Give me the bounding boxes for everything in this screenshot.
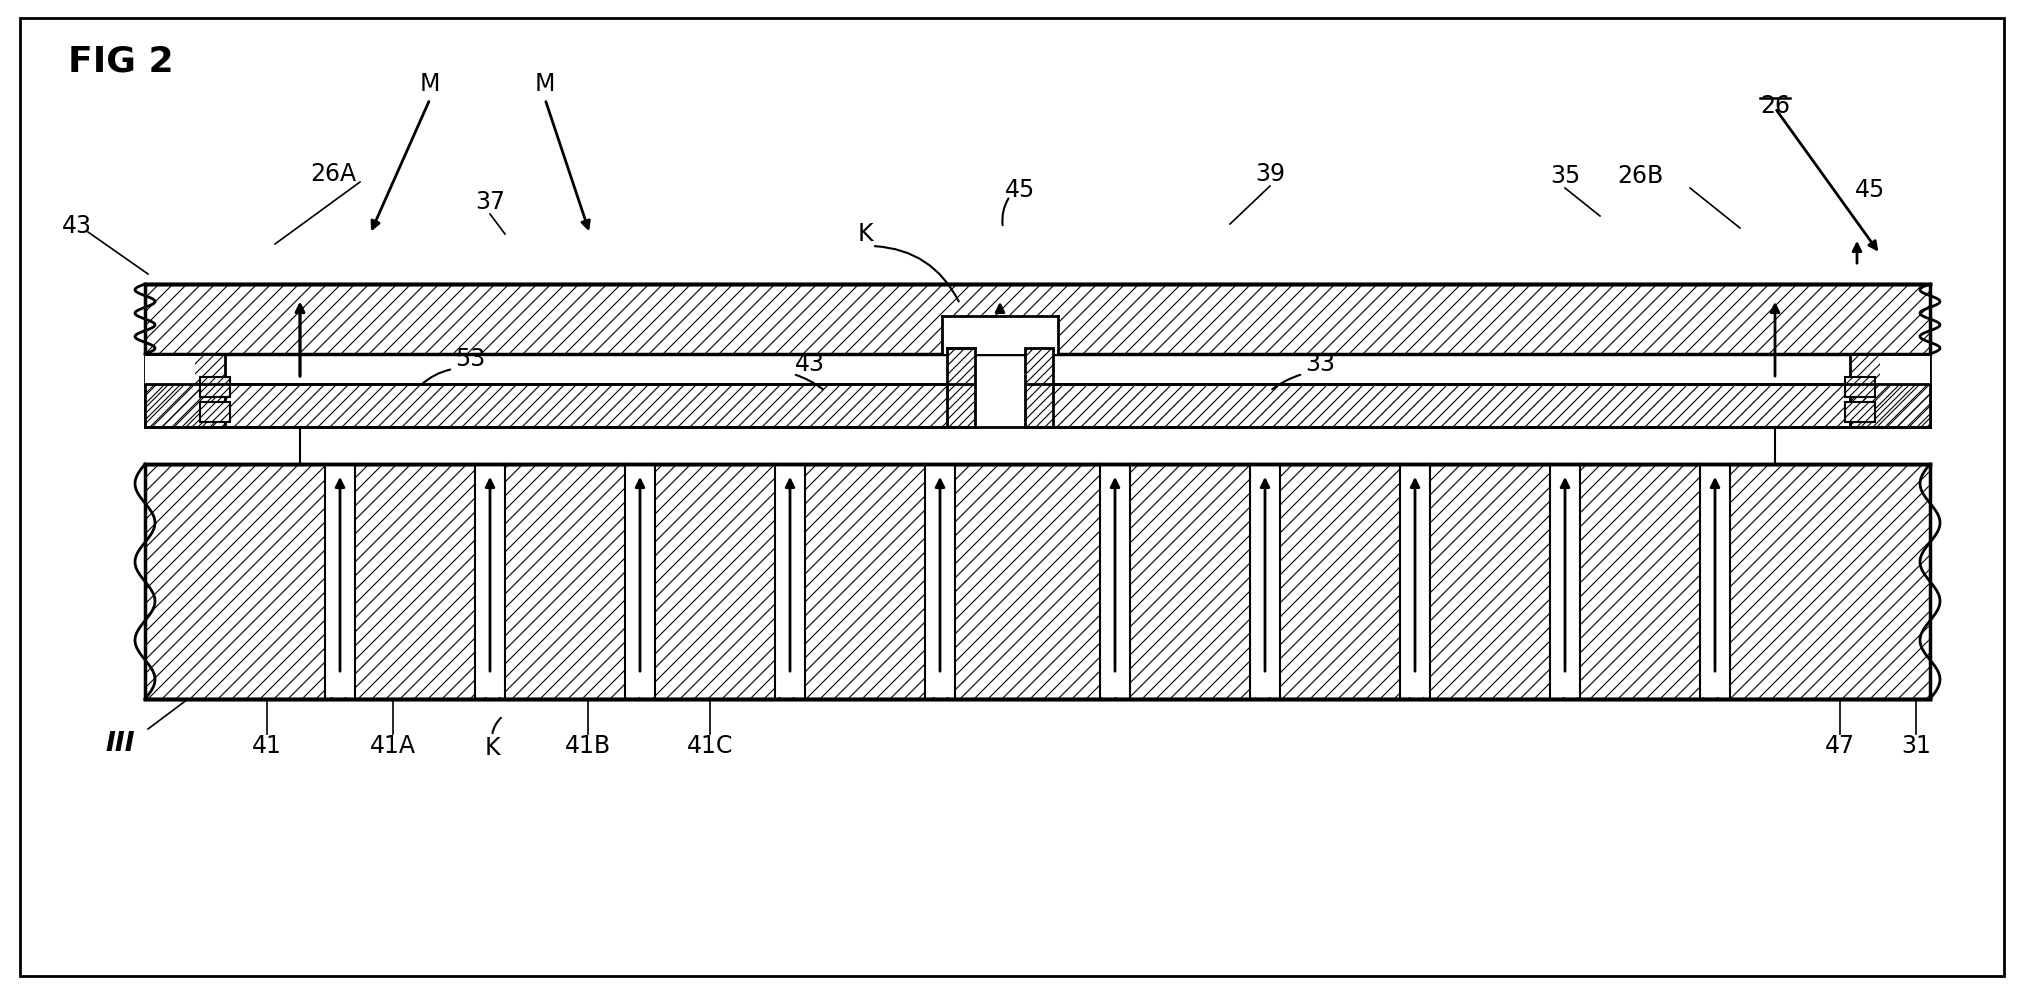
Bar <box>200 377 231 397</box>
FancyArrowPatch shape <box>492 718 502 734</box>
Text: M: M <box>534 72 554 96</box>
Bar <box>1026 348 1054 427</box>
Text: III: III <box>105 731 136 757</box>
Text: 45: 45 <box>1855 178 1885 202</box>
Text: M: M <box>421 72 441 96</box>
Text: 47: 47 <box>1825 734 1855 758</box>
Text: K: K <box>483 736 500 760</box>
FancyArrowPatch shape <box>423 370 451 384</box>
Bar <box>1028 384 1930 427</box>
Bar <box>146 464 1930 699</box>
Text: 43: 43 <box>63 214 91 238</box>
Text: 41C: 41C <box>688 734 732 758</box>
FancyArrowPatch shape <box>795 375 823 390</box>
Bar <box>1845 402 1875 422</box>
Bar <box>971 379 1028 432</box>
Bar <box>925 466 955 697</box>
Text: 45: 45 <box>1005 178 1036 202</box>
Text: 26: 26 <box>1760 94 1790 118</box>
Text: FIG 2: FIG 2 <box>69 44 174 78</box>
Text: 37: 37 <box>475 190 506 214</box>
Text: 39: 39 <box>1254 162 1285 186</box>
Text: 41A: 41A <box>370 734 417 758</box>
FancyArrowPatch shape <box>874 247 959 301</box>
Bar <box>146 384 971 427</box>
FancyArrowPatch shape <box>1272 375 1301 390</box>
FancyArrowPatch shape <box>1001 199 1009 226</box>
Bar <box>947 348 975 427</box>
Bar <box>146 354 225 427</box>
Text: 35: 35 <box>1550 164 1580 188</box>
Bar <box>1400 466 1430 697</box>
Bar <box>775 466 805 697</box>
Bar <box>326 466 354 697</box>
Bar <box>625 466 655 697</box>
Bar <box>1101 466 1131 697</box>
Bar <box>1250 466 1281 697</box>
Text: 26B: 26B <box>1616 164 1663 188</box>
Bar <box>475 466 506 697</box>
Bar <box>146 427 1930 464</box>
Bar <box>1879 354 1930 384</box>
Text: 41B: 41B <box>564 734 611 758</box>
Text: 53: 53 <box>455 347 486 371</box>
Bar <box>146 284 1930 354</box>
Text: 31: 31 <box>1902 734 1930 758</box>
Bar <box>943 316 1058 354</box>
Bar <box>1699 466 1730 697</box>
Bar <box>1845 377 1875 397</box>
Text: 26A: 26A <box>310 162 356 186</box>
Text: 41: 41 <box>253 734 281 758</box>
Bar <box>146 354 194 384</box>
Text: 33: 33 <box>1305 352 1335 376</box>
Bar <box>200 402 231 422</box>
Text: K: K <box>858 222 872 246</box>
Text: 43: 43 <box>795 352 825 376</box>
Bar <box>1849 354 1930 427</box>
Bar <box>1550 466 1580 697</box>
